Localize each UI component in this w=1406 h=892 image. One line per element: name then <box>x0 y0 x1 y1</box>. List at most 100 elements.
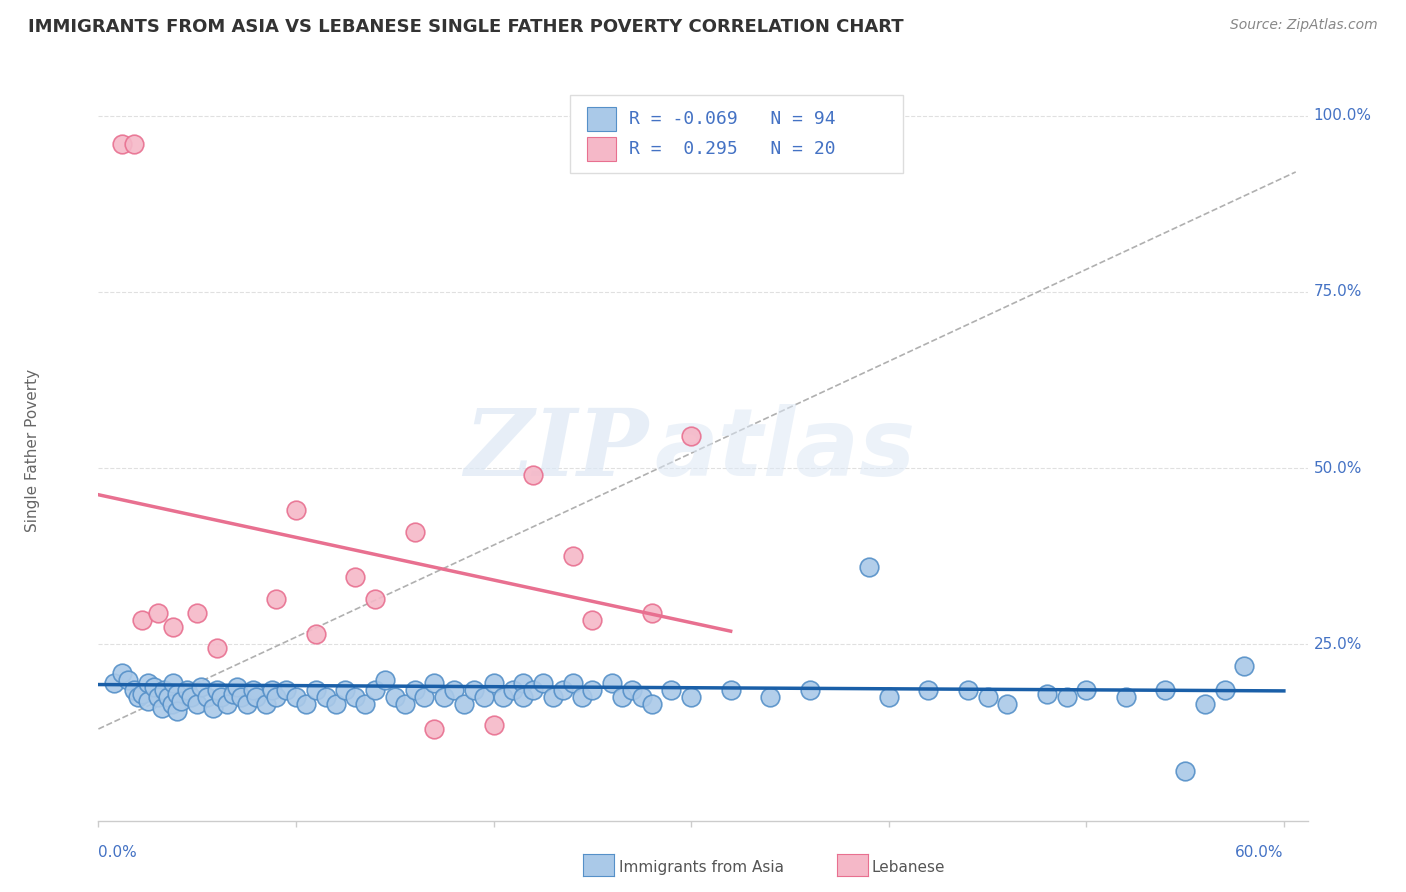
Text: atlas: atlas <box>655 404 915 497</box>
Point <box>150 701 173 715</box>
Text: Single Father Poverty: Single Father Poverty <box>25 369 41 532</box>
Point <box>1213 683 1236 698</box>
Point <box>152 683 174 698</box>
Point <box>1233 658 1256 673</box>
Point <box>156 690 179 705</box>
Point <box>242 683 264 698</box>
Point <box>433 690 456 705</box>
Point <box>917 683 939 698</box>
Point <box>146 690 169 705</box>
Point <box>364 683 387 698</box>
Point <box>364 591 387 606</box>
Text: R = -0.069   N = 94: R = -0.069 N = 94 <box>630 110 835 128</box>
Text: 75.0%: 75.0% <box>1313 285 1362 300</box>
Point <box>1076 683 1098 698</box>
Point <box>354 698 377 712</box>
Point <box>995 698 1018 712</box>
Point <box>195 690 218 705</box>
Point <box>136 676 159 690</box>
Point <box>180 690 202 705</box>
Point <box>541 690 564 705</box>
Point <box>215 698 238 712</box>
Point <box>423 676 446 690</box>
Point <box>315 690 337 705</box>
Point <box>423 722 446 736</box>
Point <box>956 683 979 698</box>
Point <box>404 524 426 539</box>
Point <box>640 698 662 712</box>
Point <box>571 690 593 705</box>
Point <box>413 690 436 705</box>
Point <box>274 683 297 698</box>
Point <box>325 698 347 712</box>
Point <box>681 690 703 705</box>
Point <box>162 620 184 634</box>
Point <box>335 683 357 698</box>
Point <box>581 613 603 627</box>
Point <box>453 698 475 712</box>
Point <box>254 698 277 712</box>
Point <box>472 690 495 705</box>
Point <box>146 606 169 620</box>
Text: Immigrants from Asia: Immigrants from Asia <box>619 860 783 874</box>
Point <box>799 683 821 698</box>
FancyBboxPatch shape <box>586 137 616 161</box>
Point <box>176 683 198 698</box>
Point <box>512 676 534 690</box>
Point <box>561 549 583 564</box>
Point <box>1115 690 1137 705</box>
Text: 0.0%: 0.0% <box>98 846 138 860</box>
Point <box>264 690 287 705</box>
Point <box>166 687 188 701</box>
Point <box>640 606 662 620</box>
Point <box>122 683 145 698</box>
Text: R =  0.295   N = 20: R = 0.295 N = 20 <box>630 140 835 158</box>
Text: IMMIGRANTS FROM ASIA VS LEBANESE SINGLE FATHER POVERTY CORRELATION CHART: IMMIGRANTS FROM ASIA VS LEBANESE SINGLE … <box>28 18 904 36</box>
Point <box>162 676 184 690</box>
Point <box>205 640 228 655</box>
Point <box>225 680 247 694</box>
Point <box>374 673 396 687</box>
Point <box>384 690 406 705</box>
Point <box>759 690 782 705</box>
Point <box>482 676 505 690</box>
Point <box>551 683 574 698</box>
Point <box>142 680 165 694</box>
Point <box>620 683 643 698</box>
Point <box>111 665 134 680</box>
Point <box>160 698 183 712</box>
Point <box>127 690 149 705</box>
Text: 100.0%: 100.0% <box>1313 108 1371 123</box>
Text: 60.0%: 60.0% <box>1236 846 1284 860</box>
Point <box>1154 683 1177 698</box>
Point <box>877 690 900 705</box>
Point <box>561 676 583 690</box>
Text: Source: ZipAtlas.com: Source: ZipAtlas.com <box>1230 18 1378 32</box>
Point <box>404 683 426 698</box>
Point <box>186 606 208 620</box>
Text: 25.0%: 25.0% <box>1313 637 1362 652</box>
Point <box>1194 698 1216 712</box>
Point <box>205 683 228 698</box>
Point <box>122 136 145 151</box>
Point <box>186 698 208 712</box>
Point <box>131 687 153 701</box>
Point <box>245 690 267 705</box>
Point <box>581 683 603 698</box>
Point <box>131 613 153 627</box>
Point <box>209 690 232 705</box>
Point <box>222 687 245 701</box>
Point <box>262 683 284 698</box>
Point <box>170 694 193 708</box>
Text: ZIP: ZIP <box>464 406 648 495</box>
Point <box>235 698 257 712</box>
Point <box>136 694 159 708</box>
Point <box>1036 687 1059 701</box>
Point <box>264 591 287 606</box>
Point <box>394 698 416 712</box>
Point <box>117 673 139 687</box>
Point <box>502 683 524 698</box>
Point <box>229 690 252 705</box>
Point <box>285 690 308 705</box>
Point <box>305 627 328 641</box>
